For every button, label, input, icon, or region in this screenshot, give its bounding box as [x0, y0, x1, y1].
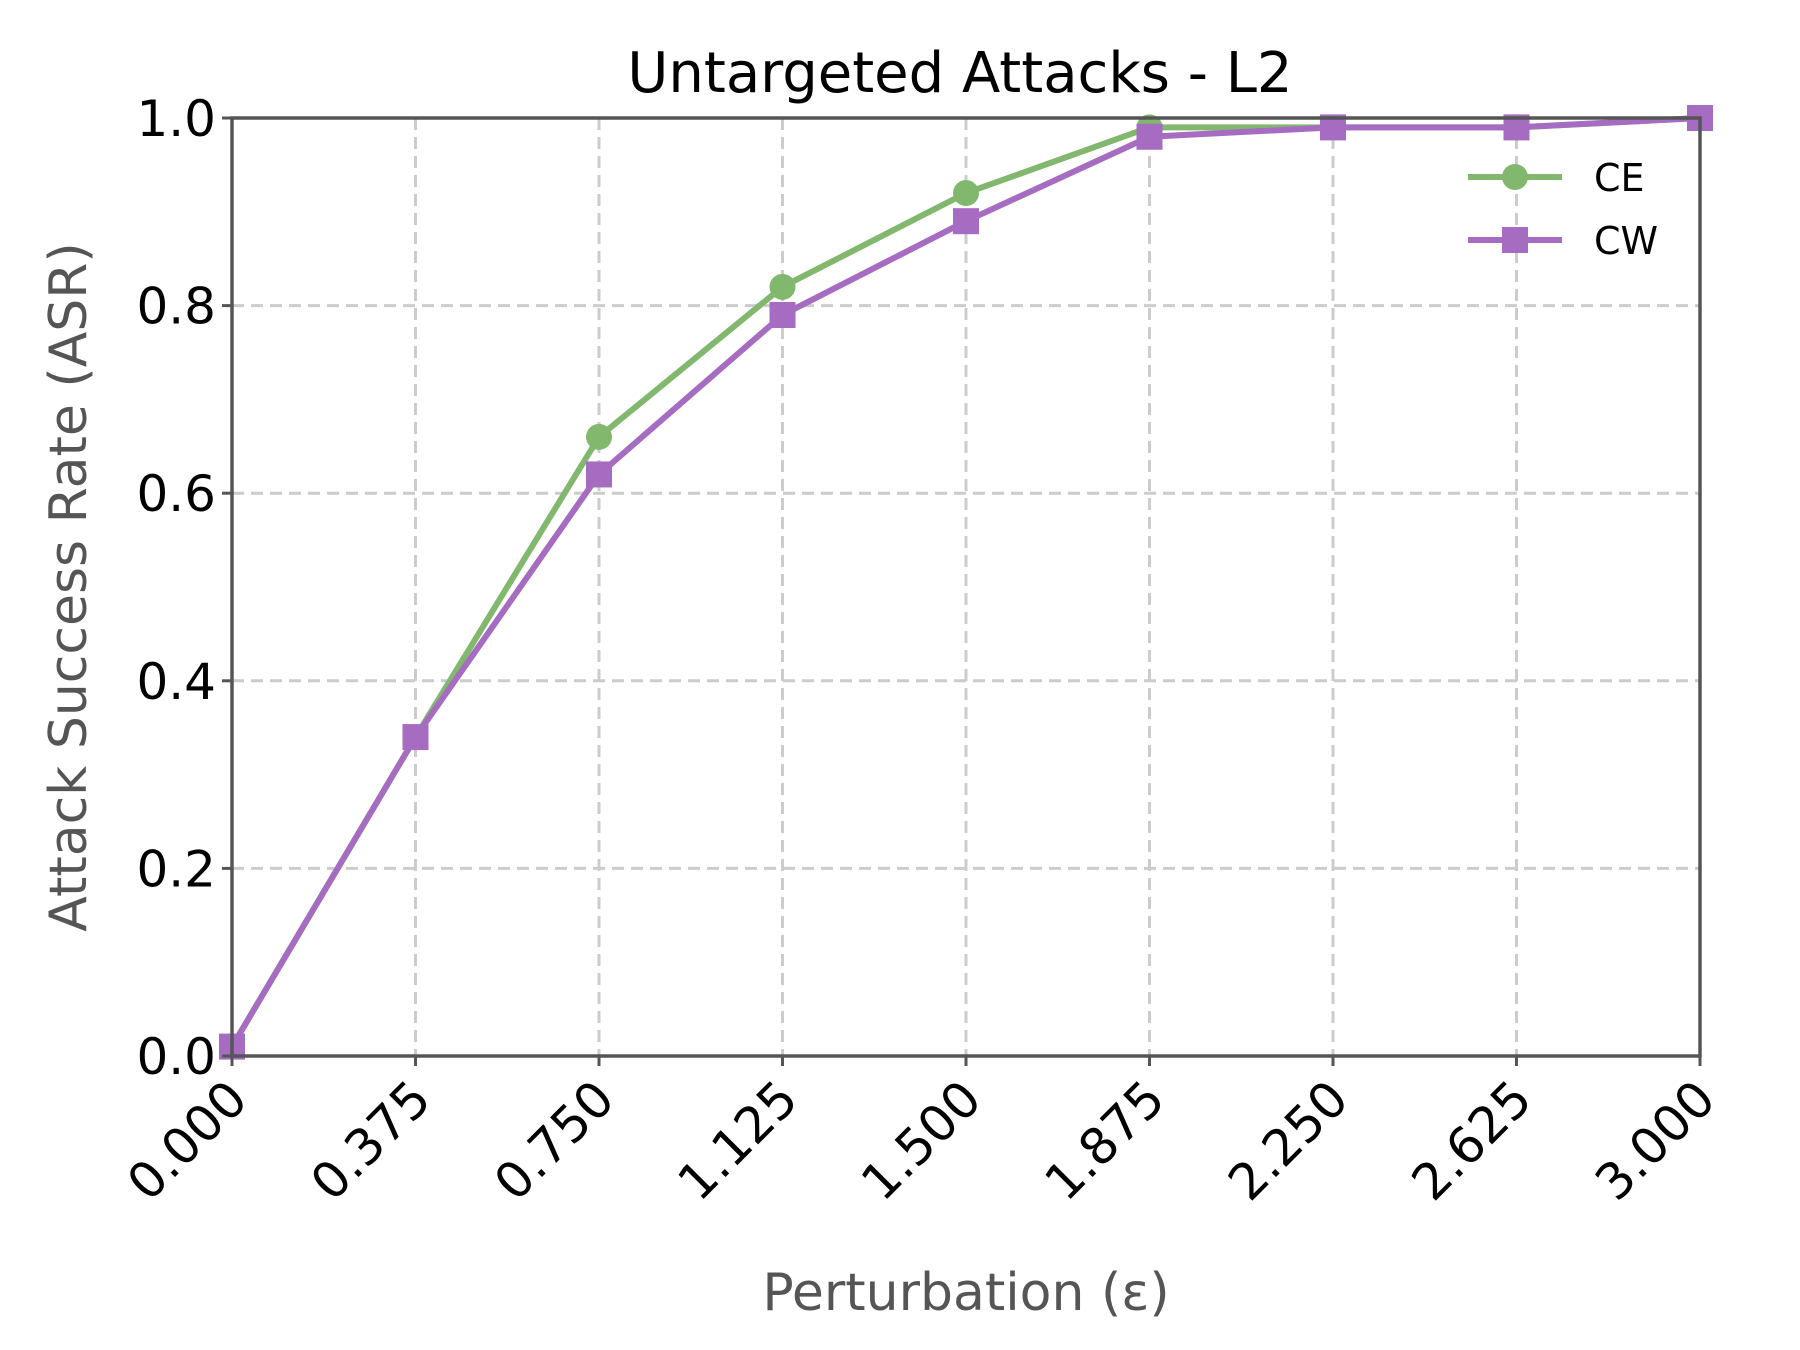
x-tick-label: 0.750 — [483, 1069, 625, 1211]
legend-label: CW — [1594, 219, 1658, 263]
y-tick-label: 0.2 — [136, 840, 216, 898]
data-point-cw — [402, 724, 429, 751]
legend-marker — [1502, 164, 1528, 190]
series-cw — [219, 105, 1713, 1060]
y-tick-label: 1.0 — [136, 90, 216, 148]
legend-label: CE — [1594, 156, 1645, 200]
x-tick-label: 0.000 — [116, 1069, 258, 1211]
y-tick-label: 0.8 — [136, 278, 216, 336]
grid — [232, 118, 1700, 1056]
legend-marker — [1502, 227, 1528, 253]
data-point-cw — [953, 208, 979, 235]
x-tick-label: 1.875 — [1034, 1069, 1176, 1211]
x-axis-label: Perturbation (ε) — [762, 1263, 1169, 1323]
x-tick-label: 1.125 — [667, 1069, 809, 1211]
legend-item-cw: CW — [1468, 219, 1658, 263]
x-tick-label: 2.250 — [1217, 1069, 1359, 1211]
data-point-ce — [586, 423, 612, 450]
data-point-cw — [586, 461, 612, 488]
data-point-ce — [769, 273, 796, 300]
y-tick-label: 0.0 — [136, 1028, 216, 1086]
y-axis-label: Attack Success Rate (ASR) — [39, 242, 99, 931]
x-tick-label: 3.000 — [1584, 1069, 1726, 1211]
legend: CE CW — [1468, 156, 1658, 263]
y-tick-label: 0.4 — [136, 653, 216, 711]
y-tick-label: 0.6 — [136, 465, 216, 523]
y-axis: 0.0 0.2 0.4 0.6 0.8 1.0 — [136, 90, 232, 1086]
data-point-cw — [1136, 123, 1163, 150]
chart-title: Untargeted Attacks - L2 — [627, 41, 1292, 106]
data-point-ce — [953, 180, 979, 207]
data-point-cw — [769, 301, 796, 328]
legend-item-ce: CE — [1468, 156, 1645, 200]
x-tick-label: 2.625 — [1401, 1069, 1543, 1211]
x-tick-label: 0.375 — [300, 1069, 442, 1211]
x-tick-label: 1.500 — [850, 1069, 992, 1211]
x-axis: 0.000 0.375 0.750 1.125 1.500 1.875 2.250 2.625… — [116, 1056, 1726, 1212]
series-layer — [219, 105, 1713, 1060]
